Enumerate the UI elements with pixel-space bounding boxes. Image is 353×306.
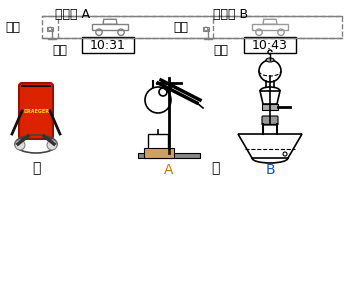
- Bar: [262, 104, 278, 110]
- Text: 10:43: 10:43: [252, 39, 288, 51]
- Bar: [92, 24, 128, 30]
- Bar: [244, 37, 296, 53]
- Text: DRAEGER: DRAEGER: [23, 109, 49, 114]
- Text: 时间: 时间: [52, 44, 67, 57]
- Text: 乙: 乙: [211, 161, 219, 175]
- Text: 探头: 探头: [5, 21, 20, 33]
- Circle shape: [15, 140, 25, 150]
- Text: 监测点 B: 监测点 B: [213, 8, 248, 21]
- Circle shape: [47, 140, 57, 150]
- Ellipse shape: [266, 58, 274, 62]
- FancyBboxPatch shape: [262, 116, 278, 125]
- FancyBboxPatch shape: [19, 83, 53, 139]
- Bar: [148, 134, 168, 150]
- Text: B: B: [265, 163, 275, 177]
- Bar: [144, 148, 174, 158]
- Bar: [138, 153, 200, 158]
- Text: 监测点 A: 监测点 A: [55, 8, 90, 21]
- Bar: [252, 24, 288, 30]
- Text: 10:31: 10:31: [90, 39, 126, 51]
- Bar: [82, 37, 134, 53]
- Text: A: A: [164, 163, 174, 177]
- Text: 时间: 时间: [213, 44, 228, 57]
- Bar: [47, 27, 53, 31]
- Text: 甲: 甲: [32, 161, 40, 175]
- Text: 探头: 探头: [173, 21, 188, 33]
- Bar: [203, 27, 209, 31]
